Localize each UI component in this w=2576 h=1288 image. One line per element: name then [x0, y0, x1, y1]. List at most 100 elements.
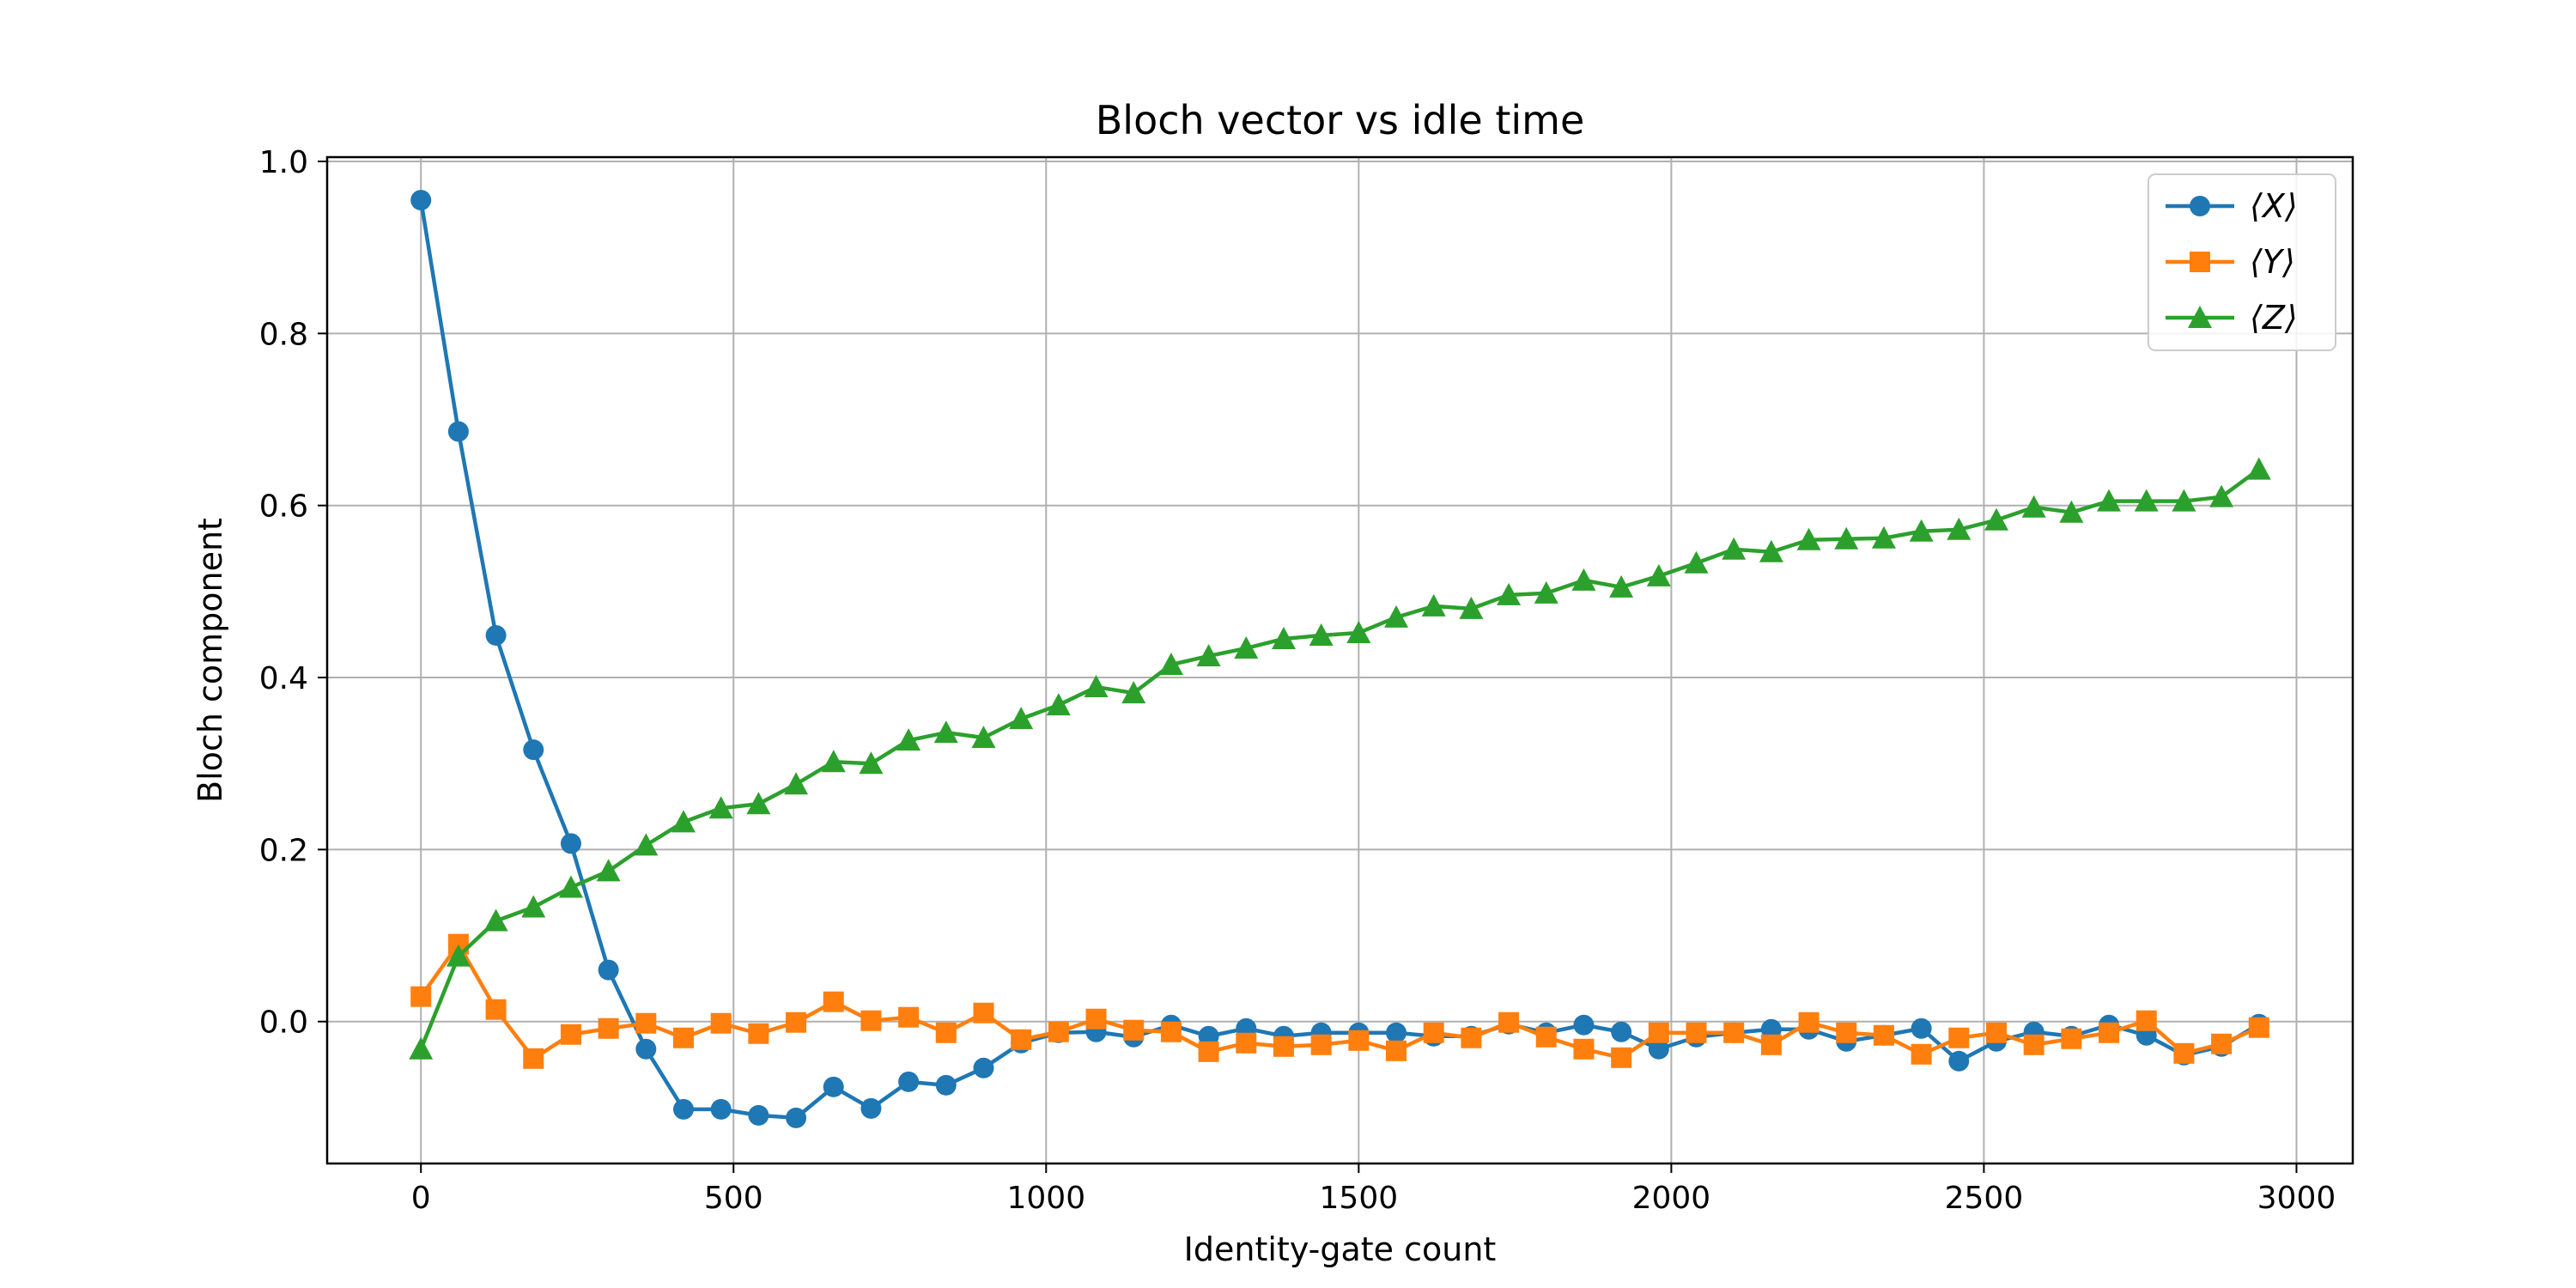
- data-point: [2136, 1010, 2157, 1031]
- data-point: [1160, 1021, 1182, 1042]
- data-point: [784, 772, 809, 795]
- data-point: [786, 1107, 807, 1128]
- data-point: [786, 1012, 807, 1033]
- x-tick-label: 3000: [2257, 1181, 2336, 1216]
- data-point: [1798, 1012, 1820, 1033]
- data-point: [2248, 1017, 2269, 1038]
- data-point: [447, 421, 469, 442]
- data-point: [2021, 495, 2046, 518]
- data-point: [1009, 707, 1034, 730]
- data-point: [596, 859, 621, 882]
- data-point: [560, 1024, 581, 1045]
- data-point: [898, 1006, 920, 1028]
- data-point: [483, 908, 508, 932]
- data-point: [1423, 1022, 1444, 1043]
- data-point: [1911, 1018, 1932, 1039]
- data-point: [1386, 1040, 1407, 1061]
- data-point: [710, 1098, 732, 1120]
- data-point: [1948, 1050, 1970, 1072]
- legend-label: ⟨X⟩: [2250, 187, 2298, 225]
- data-point: [1984, 507, 2008, 531]
- data-point: [1085, 1008, 1107, 1030]
- data-point: [860, 1097, 882, 1119]
- data-point: [971, 726, 996, 749]
- data-point: [933, 720, 958, 744]
- legend-box: [2148, 173, 2336, 351]
- x-tick-label: 1500: [1320, 1181, 1399, 1216]
- data-point: [898, 1071, 920, 1092]
- data-point: [1421, 593, 1446, 617]
- data-point: [748, 1104, 769, 1126]
- data-point: [1796, 527, 1821, 550]
- data-point: [1011, 1029, 1032, 1050]
- data-point: [1459, 596, 1484, 619]
- x-tick-label: 0: [411, 1181, 431, 1216]
- data-point: [1871, 526, 1896, 549]
- data-point: [973, 1057, 994, 1078]
- data-point: [523, 1048, 544, 1069]
- data-point: [746, 792, 771, 815]
- series-layer: [409, 190, 2271, 1128]
- data-point: [1573, 1038, 1595, 1060]
- data-point: [1123, 1019, 1145, 1041]
- x-tick-label: 2000: [1632, 1181, 1711, 1216]
- legend-marker: [2190, 252, 2210, 272]
- data-point: [635, 1038, 657, 1060]
- legend-marker: [2188, 306, 2212, 328]
- data-point: [521, 895, 546, 918]
- data-point: [1198, 1025, 1219, 1047]
- data-point: [1609, 574, 1634, 598]
- data-point: [708, 796, 733, 819]
- data-point: [1573, 1014, 1595, 1036]
- x-tick-label: 1000: [1006, 1181, 1085, 1216]
- data-point: [1273, 1036, 1294, 1057]
- series-2: [410, 933, 2269, 1069]
- data-point: [1046, 693, 1071, 716]
- data-point: [673, 1027, 695, 1048]
- data-point: [671, 810, 696, 833]
- data-point: [1834, 526, 1859, 550]
- grid: [327, 157, 2353, 1163]
- chart-title: Bloch vector vs idle time: [1096, 97, 1585, 143]
- data-point: [821, 750, 846, 773]
- data-point: [635, 1012, 657, 1034]
- data-point: [558, 875, 583, 898]
- data-point: [523, 739, 544, 761]
- data-point: [1346, 620, 1371, 643]
- data-point: [410, 986, 432, 1007]
- data-point: [1084, 675, 1109, 698]
- data-point: [1873, 1024, 1894, 1046]
- data-point: [1236, 1032, 1257, 1054]
- data-point: [2134, 489, 2159, 512]
- x-axis-label: Identity-gate count: [1184, 1230, 1497, 1268]
- data-point: [2246, 457, 2271, 480]
- data-point: [973, 1002, 994, 1024]
- data-point: [485, 999, 507, 1020]
- data-point: [1985, 1022, 2007, 1043]
- data-point: [1760, 1018, 1782, 1040]
- data-point: [2173, 1042, 2195, 1064]
- data-point: [2209, 484, 2234, 507]
- data-point: [1158, 653, 1183, 676]
- data-point: [1948, 1027, 1970, 1048]
- data-point: [1684, 550, 1709, 574]
- data-point: [1498, 1012, 1520, 1033]
- data-point: [2023, 1034, 2044, 1055]
- data-point: [1836, 1022, 1857, 1043]
- data-point: [1535, 1026, 1557, 1048]
- data-point: [2097, 489, 2122, 512]
- data-point: [1646, 563, 1671, 586]
- legend-label: ⟨Y⟩: [2250, 243, 2295, 281]
- data-point: [823, 991, 844, 1012]
- data-point: [748, 1023, 769, 1044]
- data-point: [1611, 1021, 1632, 1042]
- data-point: [1909, 519, 1934, 542]
- y-tick-label: 0.4: [259, 661, 308, 696]
- legend-label: ⟨Z⟩: [2250, 299, 2298, 337]
- data-point: [2172, 489, 2196, 512]
- data-point: [1461, 1027, 1482, 1048]
- data-point: [1571, 568, 1596, 591]
- data-point: [860, 1010, 882, 1031]
- data-point: [1497, 582, 1522, 605]
- legend-item: ⟨Y⟩: [2166, 243, 2295, 281]
